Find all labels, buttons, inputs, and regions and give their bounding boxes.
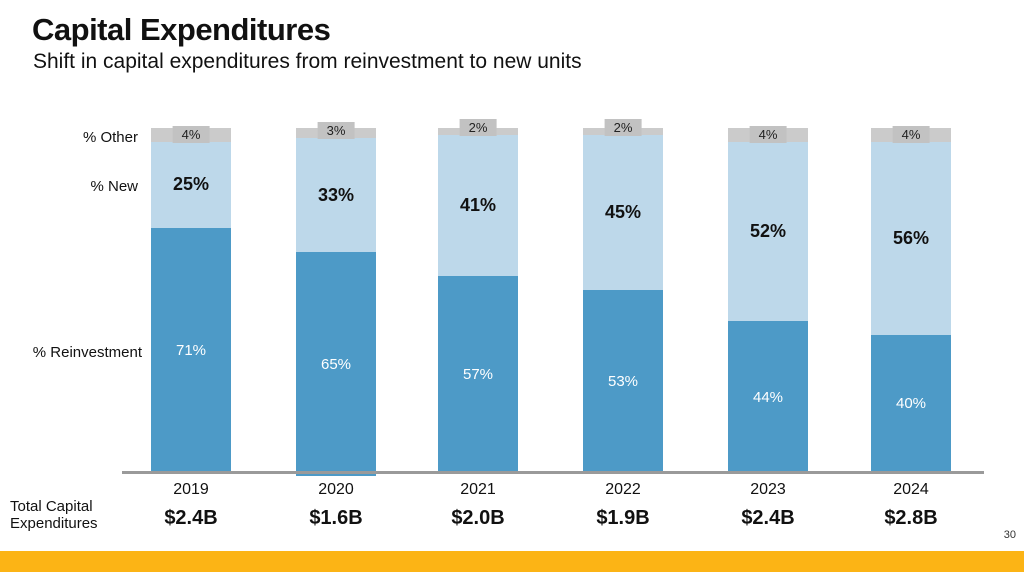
segment-new-2019: 25% — [151, 141, 231, 229]
year-label-2022: 2022 — [605, 481, 641, 498]
year-label-2023: 2023 — [750, 481, 786, 498]
year-label-2021: 2021 — [460, 481, 496, 498]
segment-other-2021: 2% — [438, 118, 518, 136]
segment-reinvestment-2019: 71% — [151, 228, 231, 473]
other-value-label-2020: 3% — [317, 122, 355, 140]
segment-other-2019: 4% — [151, 125, 231, 143]
page-subtitle: Shift in capital expenditures from reinv… — [33, 50, 582, 73]
reinvestment-value-label-2022: 53% — [607, 373, 639, 391]
new-value-label-2021: 41% — [459, 195, 497, 216]
year-label-2020: 2020 — [318, 481, 354, 498]
year-label-2019: 2019 — [173, 481, 209, 498]
segment-reinvestment-2020: 65% — [296, 252, 376, 477]
reinvestment-value-label-2020: 65% — [320, 355, 352, 373]
new-value-label-2024: 56% — [892, 227, 930, 248]
other-value-label-2024: 4% — [892, 125, 930, 143]
row-label-other: % Other — [82, 129, 138, 146]
segment-reinvestment-2024: 40% — [871, 334, 951, 473]
other-value-label-2019: 4% — [172, 125, 210, 143]
segment-new-2023: 52% — [728, 141, 808, 322]
bar-2019: 4% 25% 71% — [151, 125, 231, 473]
footer-accent-bar — [0, 551, 1024, 572]
bar-2020: 3% 33% 65% — [296, 122, 376, 477]
total-value-2021: $2.0B — [451, 507, 505, 529]
row-label-new: % New — [90, 178, 138, 195]
segment-new-2020: 33% — [296, 138, 376, 253]
segment-new-2024: 56% — [871, 141, 951, 335]
bar-2022: 2% 45% 53% — [583, 118, 663, 473]
segment-other-2024: 4% — [871, 125, 951, 143]
total-label-line1: Total Capital — [10, 498, 93, 515]
segment-other-2020: 3% — [296, 122, 376, 140]
bar-2021: 2% 41% 57% — [438, 118, 518, 473]
reinvestment-value-label-2021: 57% — [462, 366, 494, 384]
new-value-label-2023: 52% — [749, 220, 787, 241]
total-value-2024: $2.8B — [884, 507, 938, 529]
other-value-label-2023: 4% — [749, 125, 787, 143]
page-number: 30 — [1003, 529, 1016, 541]
total-value-2022: $1.9B — [596, 507, 650, 529]
segment-reinvestment-2021: 57% — [438, 276, 518, 473]
total-value-2020: $1.6B — [309, 507, 363, 529]
new-value-label-2019: 25% — [172, 174, 210, 195]
segment-reinvestment-2023: 44% — [728, 321, 808, 473]
segment-reinvestment-2022: 53% — [583, 290, 663, 473]
page-title: Capital Expenditures — [32, 12, 331, 47]
reinvestment-value-label-2024: 40% — [895, 395, 927, 413]
total-value-2019: $2.4B — [164, 507, 218, 529]
total-label-line2: Expenditures — [10, 515, 98, 532]
segment-other-2023: 4% — [728, 125, 808, 143]
other-value-label-2021: 2% — [459, 118, 497, 136]
reinvestment-value-label-2023: 44% — [752, 388, 784, 406]
bar-2023: 4% 52% 44% — [728, 125, 808, 473]
bar-2024: 4% 56% 40% — [871, 125, 951, 473]
row-label-reinvestment: % Reinvestment — [32, 344, 142, 361]
total-capital-expenditures-label: Total Capital Expenditures — [10, 498, 98, 532]
segment-new-2021: 41% — [438, 134, 518, 277]
x-axis-line — [122, 471, 984, 474]
year-label-2024: 2024 — [893, 481, 929, 498]
reinvestment-value-label-2019: 71% — [175, 342, 207, 360]
other-value-label-2022: 2% — [604, 118, 642, 136]
total-value-2023: $2.4B — [741, 507, 795, 529]
new-value-label-2020: 33% — [317, 184, 355, 205]
new-value-label-2022: 45% — [604, 202, 642, 223]
segment-new-2022: 45% — [583, 134, 663, 291]
segment-other-2022: 2% — [583, 118, 663, 136]
